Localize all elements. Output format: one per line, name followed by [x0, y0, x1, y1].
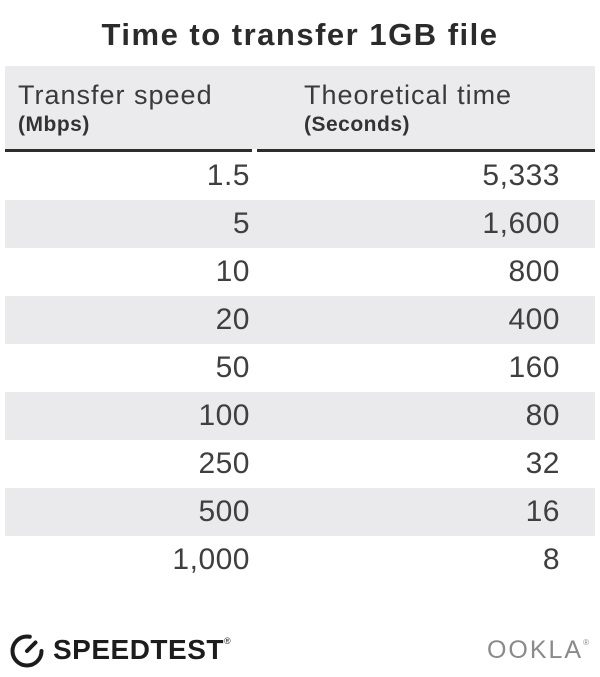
ookla-logo: OOKLA® — [487, 636, 591, 665]
speedtest-wordmark: SPEEDTEST® — [53, 634, 231, 666]
cell-transfer-speed: 20 — [215, 303, 250, 336]
table-row: 500 16 — [5, 488, 595, 536]
header-unit-mbps: (Mbps) — [18, 113, 90, 136]
header-cell-theoretical-time: Theoretical time (Seconds) — [252, 66, 595, 149]
table-row: 1.5 5,333 — [5, 152, 595, 200]
cell-transfer-speed: 250 — [198, 447, 250, 480]
ookla-registered-mark: ® — [583, 637, 591, 647]
cell-transfer-speed: 1,000 — [172, 543, 250, 576]
header-underline — [5, 149, 595, 152]
cell-transfer-speed: 500 — [198, 495, 250, 528]
header-cell-transfer-speed: Transfer speed (Mbps) — [5, 66, 252, 149]
table-body: 1.5 5,333 5 1,600 10 800 20 400 50 160 — [5, 152, 595, 584]
speedtest-registered-mark: ® — [223, 636, 232, 646]
cell-theoretical-time: 32 — [525, 447, 560, 480]
table-row: 100 80 — [5, 392, 595, 440]
cell-transfer-speed: 5 — [232, 207, 250, 240]
cell-theoretical-time: 800 — [508, 255, 560, 288]
speedtest-text: SPEEDTEST — [53, 634, 224, 665]
cell-theoretical-time: 8 — [542, 543, 560, 576]
cell-theoretical-time: 160 — [508, 351, 560, 384]
transfer-time-table: Transfer speed (Mbps) Theoretical time (… — [5, 66, 595, 584]
header-label-transfer-speed: Transfer speed — [18, 80, 213, 110]
table-header-row: Transfer speed (Mbps) Theoretical time (… — [5, 66, 595, 149]
table-row: 20 400 — [5, 296, 595, 344]
table-row: 5 1,600 — [5, 200, 595, 248]
header-label-theoretical-time: Theoretical time — [304, 80, 513, 110]
header-unit-seconds: (Seconds) — [304, 113, 411, 136]
table-row: 10 800 — [5, 248, 595, 296]
table-row: 250 32 — [5, 440, 595, 488]
cell-transfer-speed: 10 — [215, 255, 250, 288]
cell-theoretical-time: 1,600 — [482, 207, 560, 240]
cell-theoretical-time: 80 — [525, 399, 560, 432]
footer: SPEEDTEST® OOKLA® — [8, 630, 591, 670]
speedtest-logo: SPEEDTEST® — [8, 631, 231, 669]
cell-transfer-speed: 100 — [198, 399, 250, 432]
cell-theoretical-time: 16 — [525, 495, 560, 528]
cell-theoretical-time: 5,333 — [482, 159, 560, 192]
table-row: 50 160 — [5, 344, 595, 392]
ookla-text: OOKLA — [486, 635, 584, 664]
table-row: 1,000 8 — [5, 536, 595, 584]
speedtest-gauge-icon — [10, 634, 44, 668]
cell-transfer-speed: 1.5 — [206, 159, 250, 192]
page-title: Time to transfer 1GB file — [101, 17, 499, 52]
cell-theoretical-time: 400 — [508, 303, 560, 336]
cell-transfer-speed: 50 — [215, 351, 250, 384]
